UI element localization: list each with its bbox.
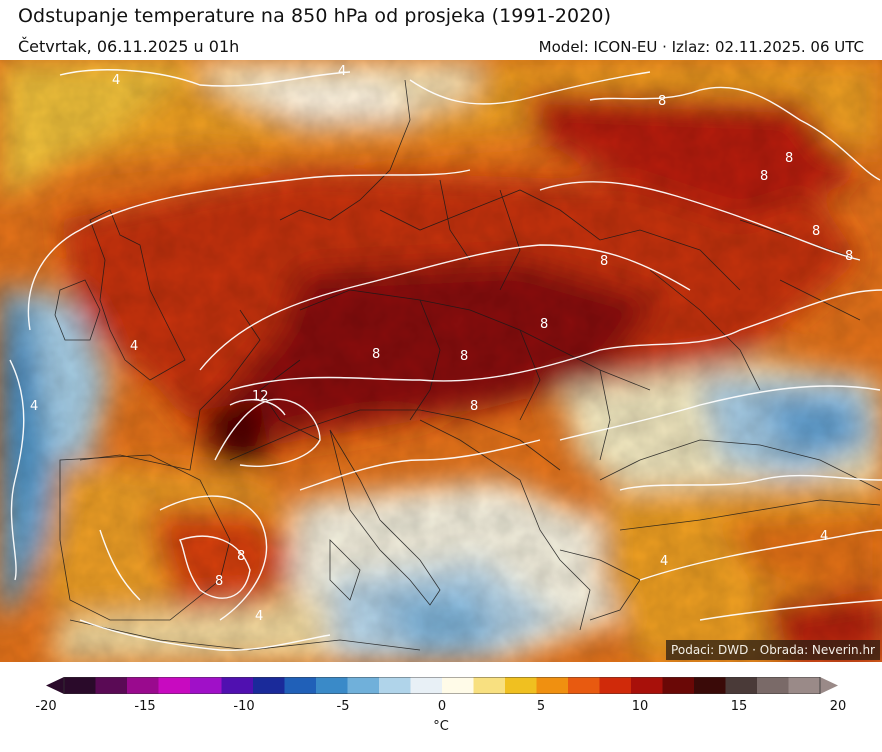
colorbar-unit: °C — [433, 719, 449, 734]
colorbar-cell — [64, 677, 96, 694]
contour-label: 8 — [372, 347, 380, 362]
colorbar-tick-label: 5 — [536, 699, 546, 714]
data-credit: Podaci: DWD · Obrada: Neverin.hr — [666, 640, 880, 660]
colorbar-cell — [694, 677, 726, 694]
colorbar-cell — [536, 677, 569, 694]
contour-label: 8 — [760, 169, 768, 184]
colorbar-tick-label: 10 — [631, 699, 649, 714]
contour-label: 4 — [255, 609, 263, 624]
colorbar-tick-label: 0 — [437, 699, 447, 714]
colorbar-cell — [757, 677, 789, 694]
colorbar-cell — [253, 677, 285, 694]
colorbar-min-extend — [46, 677, 64, 694]
colorbar-cell — [95, 677, 128, 694]
contour-label: 8 — [470, 399, 478, 414]
contour-label: 8 — [460, 349, 468, 364]
contour-label: 4 — [112, 73, 120, 88]
map-canvas: 4 8 8 8 8 8 8 4 12 8 8 8 8 8 4 4 8 4 4 4 — [0, 60, 882, 662]
colorbar-cell — [599, 677, 632, 694]
colorbar-cell — [190, 677, 222, 694]
contour-label: 8 — [540, 317, 548, 332]
colorbar-tick-label: 20 — [829, 699, 847, 714]
colorbar-cell — [505, 677, 537, 694]
colorbar-cell — [473, 677, 506, 694]
contour-label: 8 — [600, 254, 608, 269]
colorbar-max-extend — [820, 677, 838, 694]
contour-label: 4 — [130, 339, 138, 354]
colorbar-frame — [63, 677, 821, 694]
valid-time-label: Četvrtak, 06.11.2025 u 01h — [18, 37, 240, 56]
colorbar-tick-label: -15 — [134, 699, 156, 714]
contour-label: 4 — [30, 399, 38, 414]
colorbar-tick-label: 15 — [730, 699, 748, 714]
contour-label: 8 — [215, 574, 223, 589]
colorbar-cells — [64, 677, 821, 694]
contour-label: 8 — [845, 249, 853, 264]
contour-label: 12 — [252, 389, 269, 404]
colorbar-cell — [725, 677, 758, 694]
contour-label: 4 — [338, 64, 346, 79]
colorbar-cell — [347, 677, 380, 694]
coastlines — [54, 79, 881, 651]
colorbar-cell — [662, 677, 695, 694]
colorbar-cell — [410, 677, 443, 694]
colorbar-tick-label: -20 — [35, 699, 57, 714]
page-title: Odstupanje temperature na 850 hPa od pro… — [18, 5, 612, 27]
colorbar-cell — [221, 677, 254, 694]
colorbar-cell — [631, 677, 663, 694]
colorbar-cell — [158, 677, 191, 694]
contour-label: 4 — [820, 529, 828, 544]
colorbar-tick-label: -10 — [233, 699, 255, 714]
contour-label: 4 — [660, 554, 668, 569]
contour-label-group: 4 8 8 8 8 8 8 4 12 8 8 8 8 8 4 4 8 4 4 4 — [30, 64, 853, 624]
model-run-label: Model: ICON-EU · Izlaz: 02.11.2025. 06 U… — [538, 38, 864, 56]
contour-label: 8 — [785, 151, 793, 166]
colorbar-cell — [316, 677, 348, 694]
colorbar-cell — [379, 677, 411, 694]
colorbar — [46, 677, 838, 694]
colorbar-tick-label: -5 — [336, 699, 350, 714]
isotherm-contours — [9, 69, 882, 651]
contour-label: 8 — [658, 94, 666, 109]
temperature-anomaly-map: 4 8 8 8 8 8 8 4 12 8 8 8 8 8 4 4 8 4 4 4… — [0, 60, 882, 662]
colorbar-cell — [788, 677, 821, 694]
contour-label: 8 — [237, 549, 245, 564]
texture-overlay — [0, 60, 882, 662]
colorbar-cell — [568, 677, 600, 694]
contour-label: 8 — [812, 224, 820, 239]
colorbar-cell — [442, 677, 474, 694]
colorbar-cell — [284, 677, 317, 694]
colorbar-cell — [127, 677, 159, 694]
